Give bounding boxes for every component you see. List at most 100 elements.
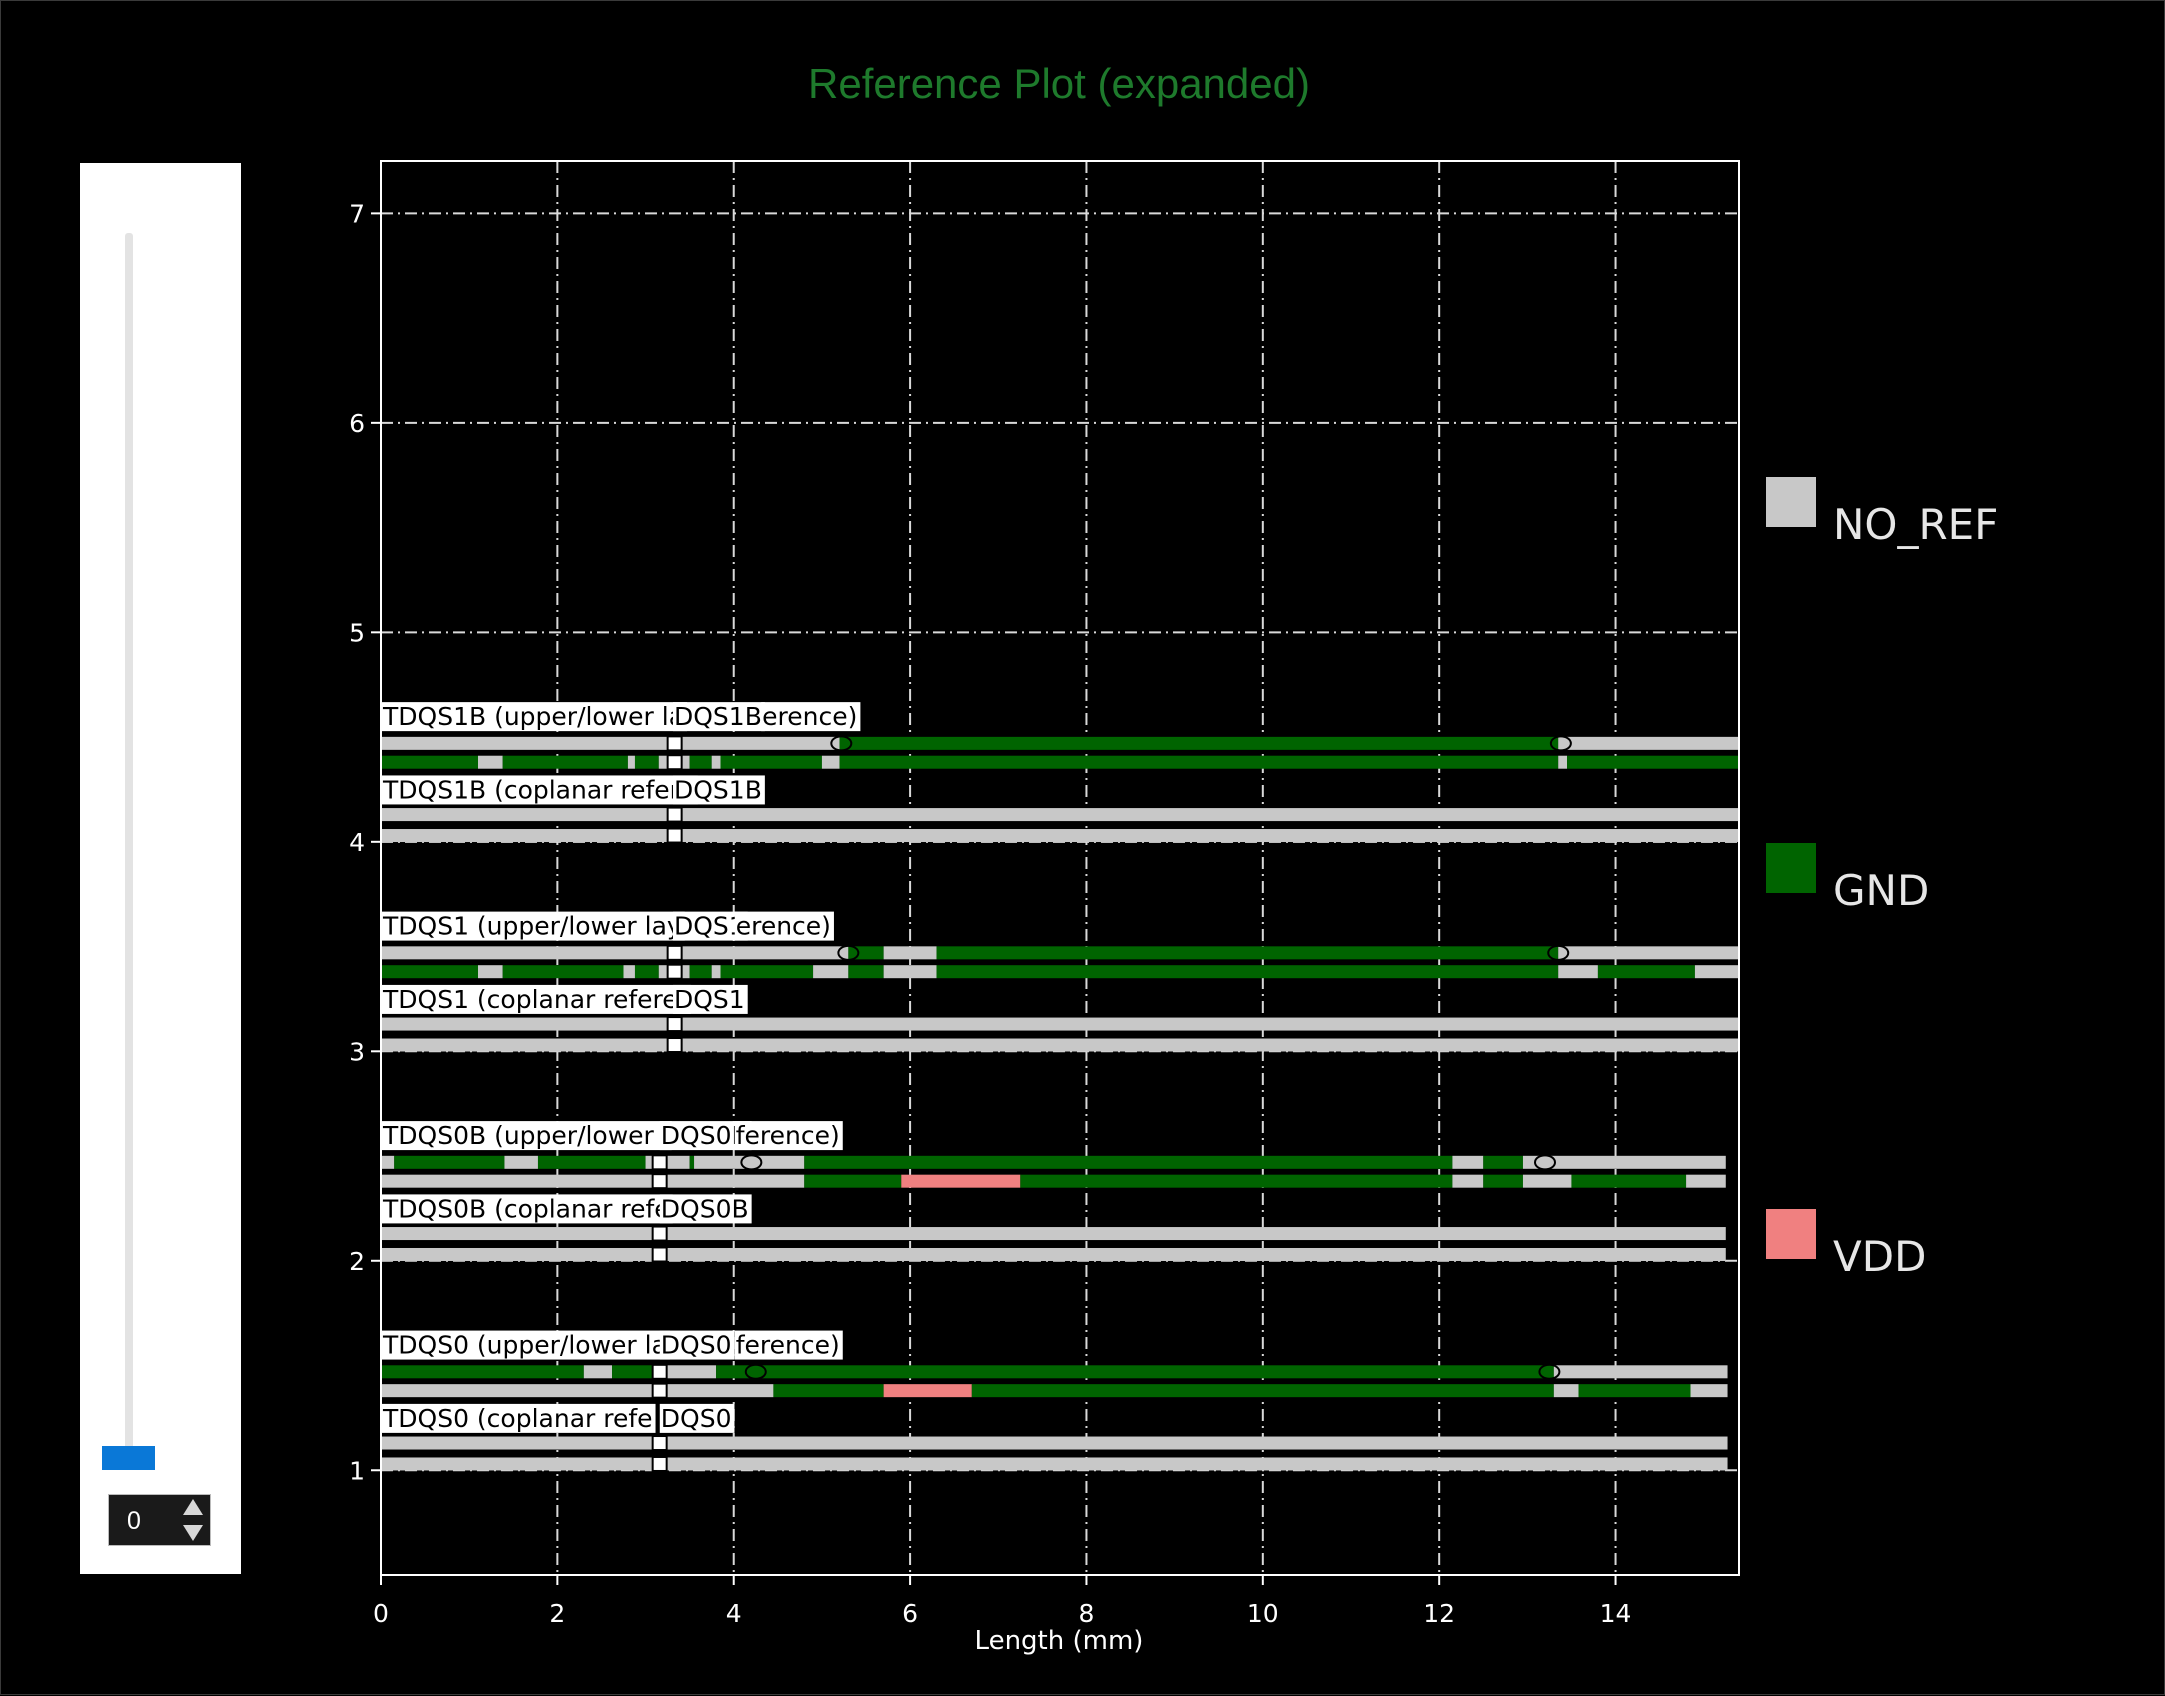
segment-bar-1-10 — [839, 755, 1559, 769]
trace-label-bg-9 — [673, 984, 748, 1014]
segment-bar-13-1 — [773, 1384, 884, 1398]
trace-label-2: erence) — [762, 702, 857, 731]
segment-bar-1-7 — [711, 755, 721, 769]
segment-bar-9-8 — [1686, 1174, 1726, 1188]
spin-up-arrow-icon[interactable] — [178, 1496, 208, 1518]
legend-swatch-no-ref — [1766, 477, 1816, 527]
segment-bar-5-11 — [883, 965, 937, 979]
x-tick-label-0: 0 — [373, 1599, 389, 1628]
segment-bar-5-12 — [936, 965, 1559, 979]
trace-label-10: TDQS0B (upper/lower l — [382, 1121, 669, 1150]
square-marker-9 — [651, 1173, 668, 1190]
trace-label-bg-8 — [382, 984, 691, 1014]
segment-bar-5-7 — [711, 965, 721, 979]
trace-label-bg-18 — [382, 1403, 656, 1433]
segment-bar-1-8 — [720, 755, 822, 769]
segment-bar-10-0 — [381, 1227, 1726, 1241]
value-spinbox[interactable]: 0 — [108, 1494, 211, 1546]
trace-label-bg-13 — [382, 1194, 673, 1224]
x-tick-label-7: 14 — [1600, 1599, 1632, 1628]
slider-track[interactable] — [125, 233, 133, 1455]
segment-bar-1-12 — [1567, 755, 1739, 769]
y-tick-label-4: 5 — [349, 618, 365, 647]
segment-bar-13-3 — [971, 1384, 1554, 1398]
trace-label-1: DQS1B — [674, 702, 762, 731]
legend-label-vdd: VDD — [1833, 1232, 1926, 1281]
trace-label-bg-4 — [673, 775, 765, 805]
y-tick-label-0: 1 — [349, 1456, 365, 1485]
segment-bar-9-3 — [1020, 1174, 1453, 1188]
trace-label-3: TDQS1B (coplanar refere — [382, 775, 695, 804]
segment-bar-12-0 — [381, 1365, 584, 1379]
reference-segments — [381, 736, 1739, 1471]
trace-label-7: erence) — [736, 912, 831, 941]
square-marker-13 — [651, 1382, 668, 1399]
segment-bar-14-0 — [381, 1436, 1728, 1450]
segment-bar-5-9 — [813, 965, 849, 979]
square-marker-1 — [666, 754, 683, 771]
segment-bar-4-0 — [381, 946, 849, 960]
trace-label-bg-10 — [382, 1121, 672, 1151]
trace-label-bg-19 — [659, 1403, 735, 1433]
segment-bar-6-0 — [381, 1017, 1739, 1031]
segment-bar-5-6 — [689, 965, 712, 979]
circle-marker-0 — [830, 735, 853, 752]
trace-label-14: DQS0B — [661, 1194, 749, 1223]
trace-label-17: ference) — [736, 1331, 840, 1360]
segment-markers — [651, 735, 1572, 1472]
segment-bar-1-0 — [381, 755, 478, 769]
circle-marker-4 — [740, 1154, 763, 1171]
trace-label-bg-12 — [734, 1121, 843, 1151]
x-tick-label-6: 12 — [1423, 1599, 1455, 1628]
legend-label-gnd: GND — [1833, 866, 1929, 915]
x-tick-label-5: 10 — [1247, 1599, 1279, 1628]
segment-bar-13-2 — [883, 1384, 972, 1398]
trace-label-18: TDQS0 (coplanar refe — [382, 1404, 653, 1433]
segment-bar-9-2 — [901, 1174, 1021, 1188]
square-marker-5 — [666, 963, 683, 980]
segment-bar-13-5 — [1578, 1384, 1691, 1398]
segment-bar-11-0 — [381, 1247, 1726, 1261]
trace-label-0: TDQS1B (upper/lower la — [382, 702, 684, 731]
segment-bar-1-3 — [627, 755, 635, 769]
segment-bar-8-1 — [394, 1155, 505, 1169]
slider-handle[interactable] — [102, 1446, 155, 1470]
segment-bar-5-10 — [848, 965, 884, 979]
x-tick-label-3: 6 — [902, 1599, 918, 1628]
segment-bar-9-1 — [804, 1174, 902, 1188]
segment-bar-8-9 — [1483, 1155, 1523, 1169]
square-marker-4 — [666, 944, 683, 961]
segment-bar-2-0 — [381, 808, 1739, 822]
trace-label-bg-1 — [673, 702, 765, 732]
circle-marker-7 — [1538, 1363, 1561, 1380]
segment-bar-12-2 — [612, 1365, 659, 1379]
square-marker-14 — [651, 1435, 668, 1452]
segment-bar-1-6 — [689, 755, 712, 769]
square-marker-0 — [666, 735, 683, 752]
segment-bar-1-1 — [478, 755, 503, 769]
legend-swatch-vdd — [1766, 1209, 1816, 1259]
x-tick-label-1: 2 — [549, 1599, 565, 1628]
legend: NO_REF GND VDD — [1766, 477, 1998, 1281]
chart-title: Reference Plot (expanded) — [808, 60, 1310, 107]
trace-label-bg-15 — [382, 1330, 670, 1360]
segment-bar-5-2 — [502, 965, 624, 979]
segment-bar-8-2 — [504, 1155, 538, 1169]
segment-bar-13-6 — [1690, 1384, 1728, 1398]
trace-label-13: TDQS0B (coplanar refe — [382, 1194, 670, 1223]
trace-label-bg-3 — [382, 775, 698, 805]
segment-bar-5-14 — [1597, 965, 1695, 979]
segment-bar-1-9 — [821, 755, 840, 769]
segment-bar-12-5 — [1553, 1365, 1728, 1379]
segment-bar-8-8 — [1452, 1155, 1484, 1169]
segment-bar-5-1 — [478, 965, 503, 979]
segment-bar-4-1 — [848, 946, 884, 960]
spinbox-value[interactable]: 0 — [127, 1507, 141, 1535]
spin-down-arrow-icon[interactable] — [178, 1522, 208, 1544]
trace-label-8: TDQS1 (coplanar referer — [382, 985, 689, 1014]
segment-bar-12-4 — [716, 1365, 1554, 1379]
trace-label-bg-16 — [659, 1330, 735, 1360]
segment-bar-15-0 — [381, 1457, 1728, 1471]
segment-bar-1-4 — [634, 755, 659, 769]
